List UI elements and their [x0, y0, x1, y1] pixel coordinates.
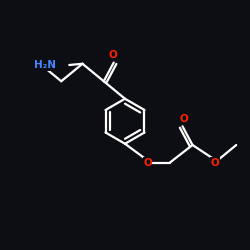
Text: O: O [180, 114, 188, 124]
Text: O: O [143, 158, 152, 168]
Text: O: O [211, 158, 220, 168]
Text: O: O [108, 50, 117, 60]
Text: H₂N: H₂N [34, 60, 56, 70]
